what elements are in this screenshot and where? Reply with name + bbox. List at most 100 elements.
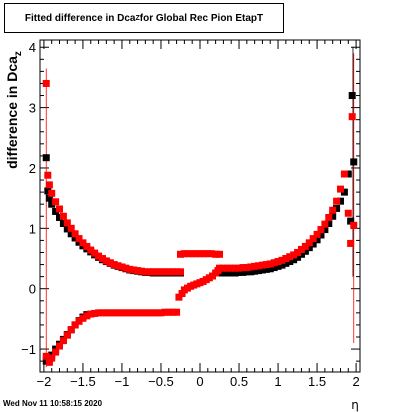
data-point <box>258 266 266 274</box>
y-axis-label: difference in Dcaz <box>4 51 24 169</box>
data-point <box>231 264 239 272</box>
data-point <box>297 245 305 253</box>
data-point <box>329 212 337 220</box>
data-point <box>348 92 356 100</box>
data-point <box>153 268 161 276</box>
data-point <box>71 234 79 242</box>
data-point <box>83 242 91 250</box>
data-point <box>157 309 165 317</box>
series-4 <box>175 267 222 301</box>
data-point <box>42 79 50 87</box>
data-point <box>321 220 329 228</box>
data-point <box>67 326 75 334</box>
data-point <box>75 235 83 243</box>
data-point <box>44 171 52 179</box>
data-point <box>91 309 99 317</box>
data-point <box>175 293 183 301</box>
x-tick-label: −2 <box>36 374 51 389</box>
data-point <box>141 268 149 276</box>
data-point <box>95 309 103 317</box>
data-point <box>333 204 341 212</box>
data-point <box>278 261 286 269</box>
data-point <box>317 226 325 234</box>
data-point <box>102 309 110 317</box>
data-point <box>75 317 83 325</box>
data-point <box>165 268 173 276</box>
data-point <box>297 250 305 258</box>
data-point <box>200 250 208 258</box>
data-point <box>223 269 231 277</box>
y-tick-label: 2 <box>29 161 36 176</box>
data-point <box>134 309 142 317</box>
data-point <box>110 309 118 317</box>
chart-title-box: Fitted difference in Dca Z for Global Rec… <box>4 3 284 33</box>
data-point <box>251 267 259 275</box>
data-point <box>278 256 286 264</box>
chart-title-suffix: for Global Rec Pion EtapT <box>139 12 264 24</box>
x-tick-label: −0.5 <box>148 374 174 389</box>
x-tick-label: 1 <box>274 374 281 389</box>
data-point <box>329 206 337 214</box>
data-point <box>325 220 333 228</box>
data-point <box>243 268 251 276</box>
data-layer <box>42 47 358 368</box>
data-point <box>266 260 274 268</box>
data-point <box>87 310 95 318</box>
data-point <box>118 309 126 317</box>
data-point <box>102 257 110 265</box>
x-tick-label: 0 <box>196 374 203 389</box>
data-point <box>44 187 52 195</box>
data-point <box>122 309 130 317</box>
data-point <box>176 250 184 258</box>
data-point <box>56 213 64 221</box>
data-point <box>169 268 177 276</box>
data-point <box>204 250 212 258</box>
data-point <box>114 262 122 270</box>
data-point <box>216 250 224 258</box>
data-point <box>161 308 169 316</box>
data-point <box>59 212 67 220</box>
data-point <box>214 267 222 275</box>
plot-frame <box>39 39 361 373</box>
data-point <box>192 250 200 258</box>
data-point <box>137 309 145 317</box>
data-point <box>42 352 50 360</box>
data-point <box>48 189 56 197</box>
data-point <box>239 268 247 276</box>
series-5 <box>176 250 224 258</box>
data-point <box>63 331 71 339</box>
data-point <box>169 308 177 316</box>
data-point <box>309 240 317 248</box>
data-point <box>309 235 317 243</box>
data-point <box>325 213 333 221</box>
x-tick-label: 0.5 <box>230 374 248 389</box>
data-point <box>270 259 278 267</box>
data-point <box>42 154 50 162</box>
data-point <box>95 252 103 260</box>
data-point <box>255 267 263 275</box>
data-point <box>130 309 138 317</box>
data-point <box>247 263 255 271</box>
data-point <box>118 263 126 271</box>
data-point <box>161 268 169 276</box>
data-point <box>235 268 243 276</box>
data-point <box>294 248 302 256</box>
y-tick-label: 1 <box>29 221 36 236</box>
data-point <box>56 342 64 350</box>
data-point <box>83 312 91 320</box>
data-point <box>231 269 239 277</box>
data-point <box>350 158 358 166</box>
data-point <box>282 255 290 263</box>
data-point <box>114 309 122 317</box>
data-point <box>110 261 118 269</box>
data-point <box>176 268 184 276</box>
data-point <box>134 267 142 275</box>
data-point <box>212 250 220 258</box>
data-point <box>87 246 95 254</box>
data-point <box>274 262 282 270</box>
data-point <box>340 188 348 196</box>
data-point <box>350 221 358 229</box>
data-point <box>305 239 313 247</box>
data-point <box>347 217 355 225</box>
data-point <box>45 181 53 189</box>
